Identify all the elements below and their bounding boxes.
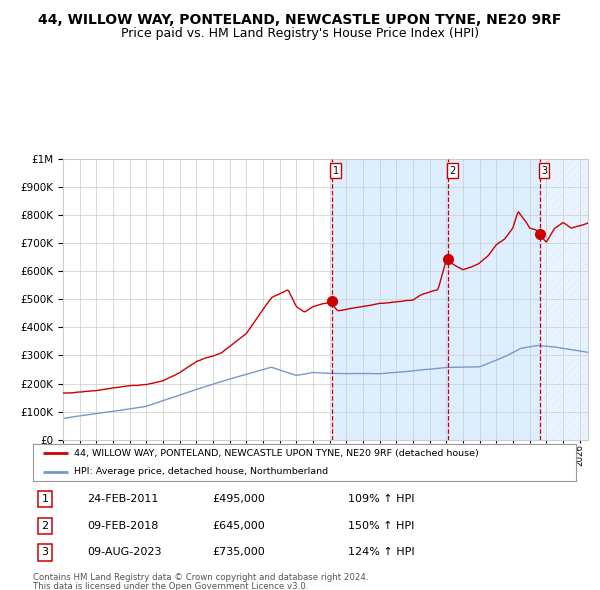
- Bar: [332, 159, 540, 440]
- Text: This data is licensed under the Open Government Licence v3.0.: This data is licensed under the Open Gov…: [33, 582, 308, 590]
- Text: 1: 1: [41, 494, 49, 504]
- Bar: [540, 159, 588, 440]
- Text: 2: 2: [449, 166, 455, 175]
- Text: 2: 2: [41, 521, 49, 530]
- Text: 3: 3: [541, 166, 547, 175]
- Text: £495,000: £495,000: [212, 494, 265, 504]
- Text: 24-FEB-2011: 24-FEB-2011: [88, 494, 158, 504]
- Text: 150% ↑ HPI: 150% ↑ HPI: [348, 521, 415, 530]
- Text: 124% ↑ HPI: 124% ↑ HPI: [348, 548, 415, 558]
- Text: 44, WILLOW WAY, PONTELAND, NEWCASTLE UPON TYNE, NE20 9RF: 44, WILLOW WAY, PONTELAND, NEWCASTLE UPO…: [38, 13, 562, 27]
- Text: Price paid vs. HM Land Registry's House Price Index (HPI): Price paid vs. HM Land Registry's House …: [121, 27, 479, 40]
- Text: £735,000: £735,000: [212, 548, 265, 558]
- Text: HPI: Average price, detached house, Northumberland: HPI: Average price, detached house, Nort…: [74, 467, 328, 476]
- Text: 44, WILLOW WAY, PONTELAND, NEWCASTLE UPON TYNE, NE20 9RF (detached house): 44, WILLOW WAY, PONTELAND, NEWCASTLE UPO…: [74, 449, 478, 458]
- Text: 109% ↑ HPI: 109% ↑ HPI: [348, 494, 415, 504]
- Text: £645,000: £645,000: [212, 521, 265, 530]
- Text: Contains HM Land Registry data © Crown copyright and database right 2024.: Contains HM Land Registry data © Crown c…: [33, 573, 368, 582]
- Text: 3: 3: [41, 548, 49, 558]
- Text: 09-FEB-2018: 09-FEB-2018: [88, 521, 158, 530]
- Text: 1: 1: [333, 166, 339, 175]
- Text: 09-AUG-2023: 09-AUG-2023: [88, 548, 162, 558]
